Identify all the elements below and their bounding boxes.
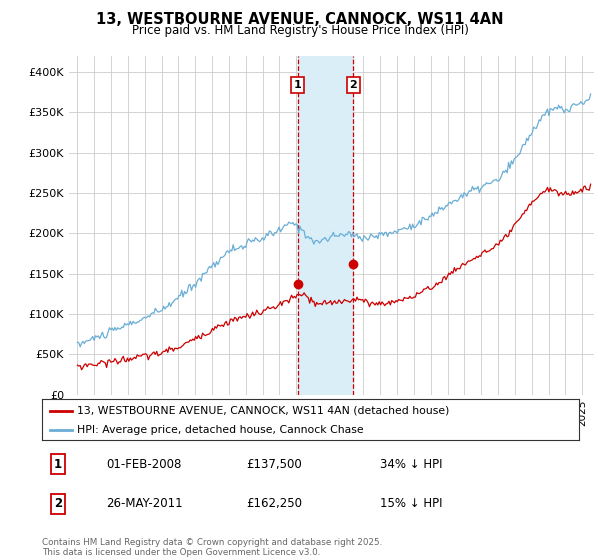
Text: £137,500: £137,500 [246,458,302,471]
Text: 15% ↓ HPI: 15% ↓ HPI [380,497,443,510]
Text: HPI: Average price, detached house, Cannock Chase: HPI: Average price, detached house, Cann… [77,424,364,435]
Text: 1: 1 [54,458,62,471]
Text: 1: 1 [293,80,301,90]
Text: 2: 2 [349,80,357,90]
Text: Price paid vs. HM Land Registry's House Price Index (HPI): Price paid vs. HM Land Registry's House … [131,24,469,37]
Bar [298,56,353,395]
Text: 01-FEB-2008: 01-FEB-2008 [106,458,182,471]
Text: 2: 2 [54,497,62,510]
Text: 13, WESTBOURNE AVENUE, CANNOCK, WS11 4AN (detached house): 13, WESTBOURNE AVENUE, CANNOCK, WS11 4AN… [77,405,449,416]
Text: Contains HM Land Registry data © Crown copyright and database right 2025.
This d: Contains HM Land Registry data © Crown c… [42,538,382,557]
Text: 34% ↓ HPI: 34% ↓ HPI [380,458,443,471]
Text: 26-MAY-2011: 26-MAY-2011 [106,497,183,510]
Text: £162,250: £162,250 [246,497,302,510]
Text: 13, WESTBOURNE AVENUE, CANNOCK, WS11 4AN: 13, WESTBOURNE AVENUE, CANNOCK, WS11 4AN [96,12,504,27]
